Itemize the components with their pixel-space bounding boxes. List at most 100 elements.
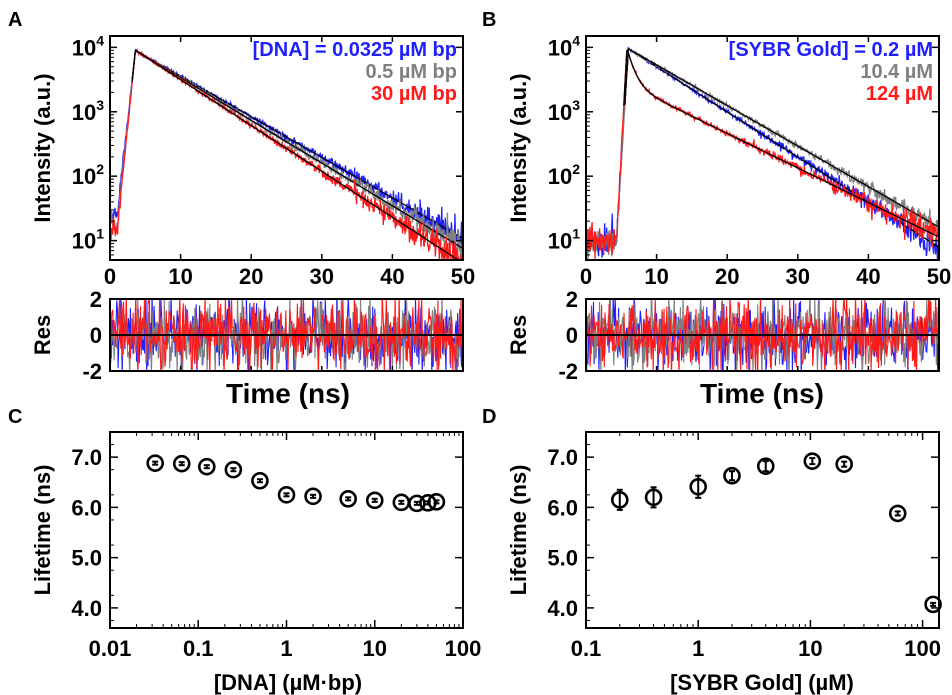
data-point (304, 487, 322, 506)
res-y-tick-label: 0 (90, 323, 102, 348)
panel-a-y-axis-label: Intensity (a.u.) (30, 73, 55, 222)
y-tick-label: 6.0 (71, 495, 102, 520)
clipped-plot (586, 46, 939, 260)
x-tick-label: 100 (904, 636, 941, 661)
panel-letter-a: A (8, 9, 22, 31)
panel-a-plot-area (110, 47, 463, 260)
panel-a-res-y-axis-label: Res (30, 315, 55, 355)
panel-c-x-axis-label: [DNA] (µM·bp) (214, 670, 362, 695)
panel-b-res-frame (585, 298, 940, 372)
panel-b-plot-area (586, 46, 939, 260)
panel-a-residuals: 2 0 -2 Res Time (ns) (30, 287, 464, 409)
y-tick-label: 103 (548, 97, 580, 125)
x-tick-label: 40 (856, 264, 880, 289)
legend-entry-3: 30 µM bp (371, 83, 457, 105)
data-point (689, 477, 708, 496)
panel-b-frame (585, 35, 940, 261)
panel-d-y-axis-label: Lifetime (ns) (506, 465, 531, 596)
x-tick-label: 40 (380, 264, 404, 289)
x-tick-label: 0 (580, 264, 592, 289)
clipped-plot (110, 47, 463, 260)
x-tick-label: 10 (363, 636, 387, 661)
series-3-fit (131, 49, 463, 260)
panel-d-x-axis-label: [SYBR Gold] (µM) (670, 670, 854, 695)
y-tick-label: 104 (548, 32, 580, 60)
panel-letter-d: D (482, 406, 496, 428)
res-y-tick-label: -2 (82, 359, 102, 384)
x-tick-label: 0.01 (89, 636, 132, 661)
data-point (610, 491, 629, 509)
x-tick-label: 1 (280, 636, 292, 661)
data-point (198, 457, 216, 476)
x-tick-label: 30 (786, 264, 810, 289)
panel-b-res-y-axis-label: Res (506, 315, 531, 355)
y-tick-label: 104 (72, 32, 104, 60)
x-tick-label: 50 (927, 264, 951, 289)
panel-a-res-frame (109, 298, 464, 372)
panel-letter-c: C (8, 406, 22, 428)
res-y-tick-label: 0 (566, 323, 578, 348)
panel-a-decay: 0 10 20 30 40 50 101 102 103 104 [DNA] = 0.0325 µ… (30, 32, 475, 289)
y-tick-label: 102 (548, 161, 580, 189)
y-tick-label: 5.0 (547, 546, 578, 571)
panel-d-ticks: 0.1 1 10 100 4.0 5.0 6.0 7.0 (547, 432, 941, 661)
panel-b-res-ticks: 2 0 -2 (558, 287, 870, 384)
panel-c-plot-area (146, 454, 446, 513)
data-point (224, 460, 243, 479)
data-point (803, 452, 822, 470)
legend-entry-1: [DNA] = 0.0325 µM bp (253, 39, 457, 61)
data-point (339, 490, 357, 508)
legend-entry-2: 0.5 µM bp (365, 61, 457, 83)
x-tick-label: 1 (692, 636, 704, 661)
y-tick-label: 4.0 (71, 596, 102, 621)
panel-a-res-plot-area (110, 299, 463, 371)
data-point (644, 488, 663, 507)
data-point (835, 455, 853, 473)
data-point (172, 454, 191, 473)
y-tick-label: 101 (72, 226, 104, 254)
data-point (277, 486, 296, 504)
y-tick-label: 7.0 (547, 445, 578, 470)
panel-a-x-axis-label: Time (ns) (226, 378, 350, 409)
y-tick-label: 6.0 (547, 495, 578, 520)
x-tick-label: 20 (715, 264, 739, 289)
data-point (146, 454, 164, 472)
x-tick-label: 10 (798, 636, 822, 661)
y-tick-label: 102 (72, 161, 104, 189)
data-point (723, 466, 741, 485)
x-tick-label: 0.1 (571, 636, 602, 661)
res-y-tick-label: 2 (566, 287, 578, 312)
panel-b-residuals: 2 0 -2 Res Time (ns) (506, 287, 940, 409)
panel-b-decay: 0 10 20 30 40 50 101 102 103 104 [SYBR Gold] = 0.… (506, 32, 951, 289)
series-3-fit (623, 48, 939, 238)
x-tick-label: 0.1 (183, 636, 214, 661)
residual-series-3 (110, 299, 463, 371)
x-tick-label: 10 (168, 264, 192, 289)
legend-entry-2: 10.4 µM (860, 61, 933, 83)
x-tick-label: 10 (644, 264, 668, 289)
panel-b-x-axis-label: Time (ns) (700, 378, 824, 409)
data-point (924, 595, 942, 614)
series-1-fit (131, 49, 463, 239)
x-tick-label: 20 (239, 264, 263, 289)
clipped-res (110, 299, 463, 371)
panel-b-y-axis-label: Intensity (a.u.) (506, 73, 531, 222)
data-point (756, 457, 775, 475)
series-2-fit (131, 49, 463, 250)
data-point (427, 493, 446, 511)
panel-c-ticks: 0.01 0.1 1 10 100 4.0 5.0 6.0 7.0 (71, 432, 481, 661)
y-tick-label: 7.0 (71, 445, 102, 470)
x-tick-label: 30 (310, 264, 334, 289)
x-tick-label: 0 (104, 264, 116, 289)
legend-entry-3: 124 µM (866, 83, 933, 105)
data-point (251, 471, 269, 490)
legend-entry-1: [SYBR Gold] = 0.2 µM (729, 39, 933, 61)
x-tick-label: 100 (445, 636, 482, 661)
panel-d-frame (585, 431, 940, 629)
data-point (888, 504, 907, 523)
panel-b-res-plot-area (586, 299, 939, 371)
